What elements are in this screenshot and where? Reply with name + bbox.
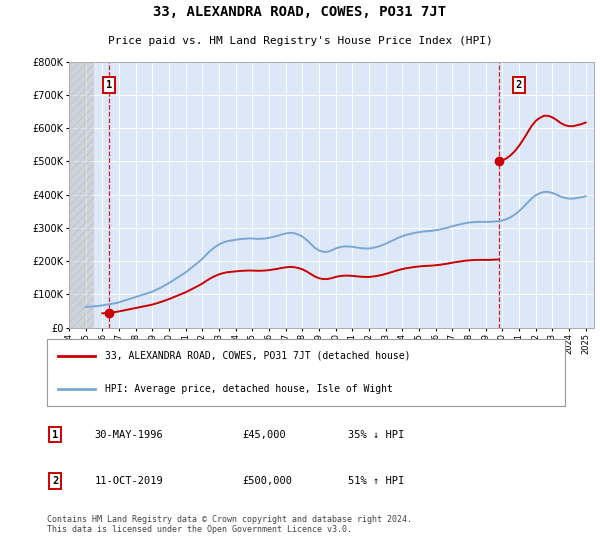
Text: 1: 1: [52, 430, 58, 440]
Text: 33, ALEXANDRA ROAD, COWES, PO31 7JT (detached house): 33, ALEXANDRA ROAD, COWES, PO31 7JT (det…: [106, 351, 411, 361]
Text: 35% ↓ HPI: 35% ↓ HPI: [348, 430, 404, 440]
Text: 2: 2: [52, 476, 58, 486]
Text: Price paid vs. HM Land Registry's House Price Index (HPI): Price paid vs. HM Land Registry's House …: [107, 36, 493, 46]
Text: 11-OCT-2019: 11-OCT-2019: [95, 476, 164, 486]
Text: 51% ↑ HPI: 51% ↑ HPI: [348, 476, 404, 486]
Text: £500,000: £500,000: [242, 476, 293, 486]
Text: £45,000: £45,000: [242, 430, 286, 440]
Text: HPI: Average price, detached house, Isle of Wight: HPI: Average price, detached house, Isle…: [106, 384, 393, 394]
Text: 30-MAY-1996: 30-MAY-1996: [95, 430, 164, 440]
Text: 1: 1: [106, 80, 112, 90]
Bar: [69, 62, 94, 328]
FancyBboxPatch shape: [47, 339, 565, 406]
Text: Contains HM Land Registry data © Crown copyright and database right 2024.
This d: Contains HM Land Registry data © Crown c…: [47, 515, 412, 534]
Text: 33, ALEXANDRA ROAD, COWES, PO31 7JT: 33, ALEXANDRA ROAD, COWES, PO31 7JT: [154, 4, 446, 18]
Text: 2: 2: [515, 80, 522, 90]
